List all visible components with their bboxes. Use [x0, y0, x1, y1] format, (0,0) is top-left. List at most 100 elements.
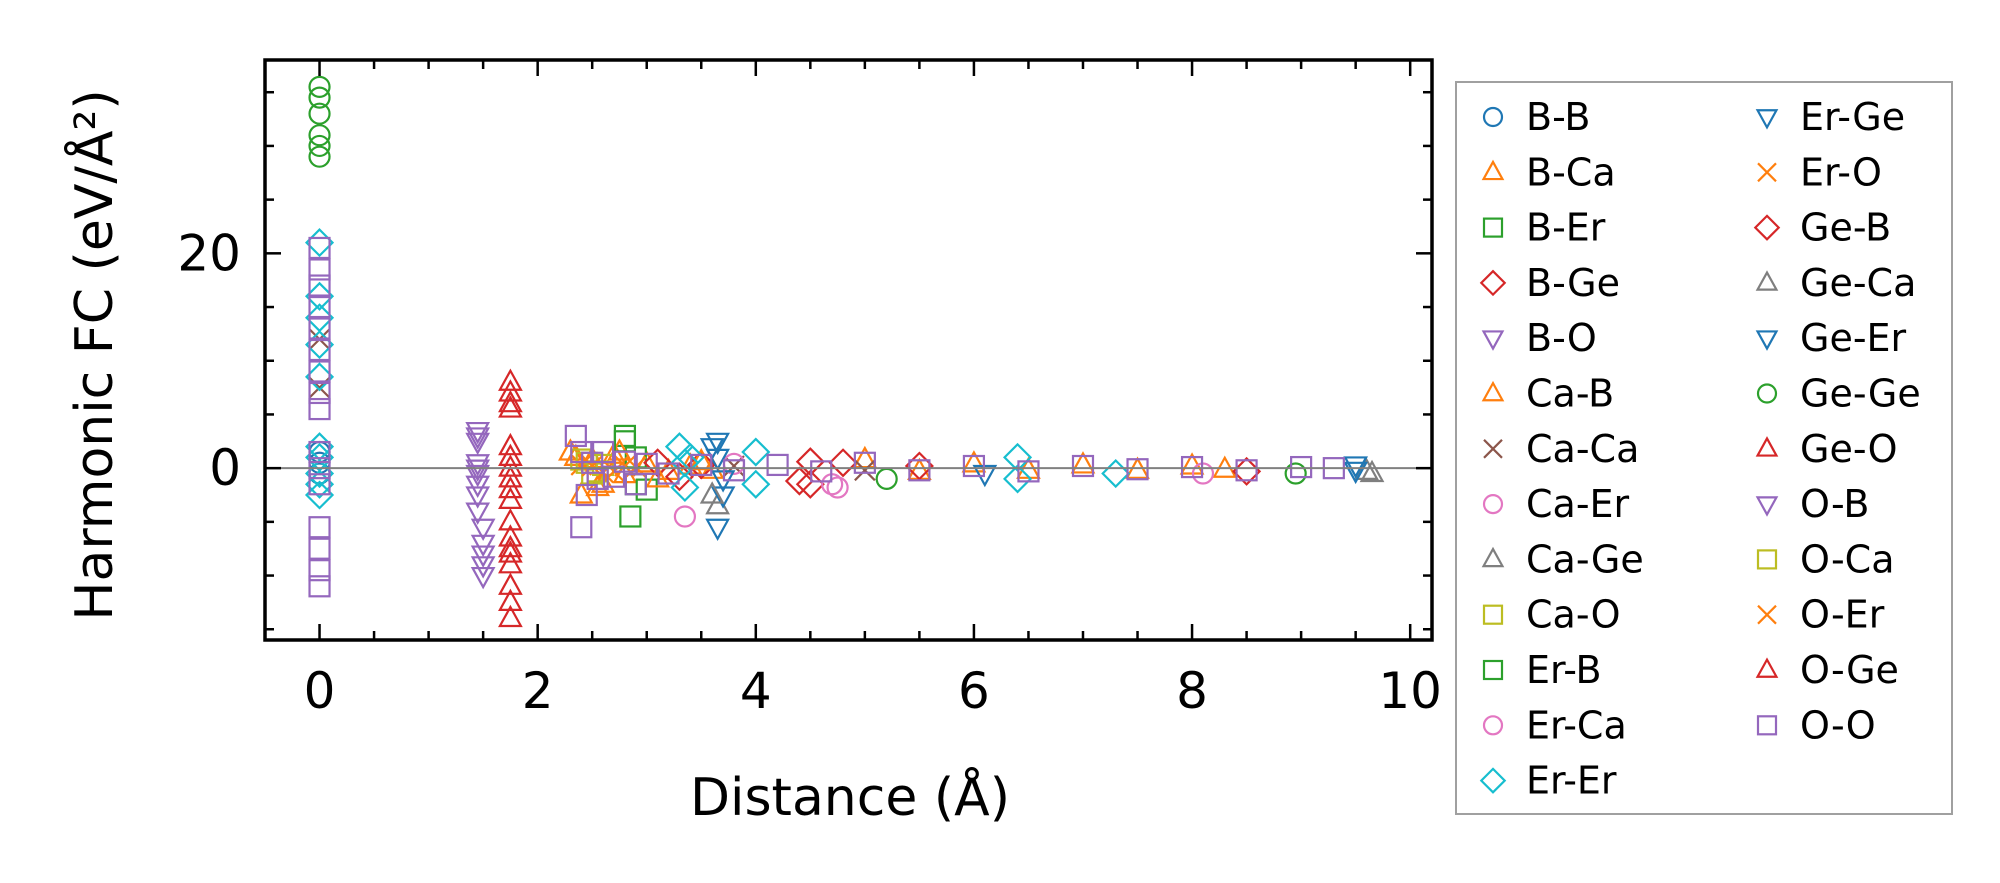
data-point [1343, 456, 1369, 479]
data-point [853, 451, 876, 474]
legend-label: B-O [1526, 316, 1597, 360]
legend-item: B-Ge [1479, 261, 1620, 305]
data-point [592, 440, 615, 464]
data-point [498, 524, 523, 547]
data-point [498, 379, 523, 402]
data-point [308, 537, 331, 560]
legend-label: O-Ge [1800, 648, 1899, 692]
legend-item: O-O [1756, 703, 1876, 747]
data-point [828, 448, 858, 478]
legend-item: Ge-Ca [1755, 261, 1916, 305]
y-tick-label: 20 [177, 224, 241, 282]
legend-label: Er-Ca [1526, 703, 1627, 747]
legend-marker [1482, 604, 1504, 625]
legend-label: Ge-Ca [1800, 261, 1916, 305]
data-point [465, 459, 491, 482]
data-point [705, 491, 730, 515]
legend-item: Ge-B [1753, 206, 1891, 250]
data-point [465, 502, 491, 525]
legend-marker [1482, 217, 1504, 238]
legend-marker [1482, 106, 1504, 128]
data-points-layer [304, 75, 1385, 628]
legend-item: Ca-Ge [1481, 537, 1644, 581]
legend-marker [1479, 269, 1507, 297]
data-point [308, 381, 331, 405]
data-point [308, 134, 331, 158]
data-point [308, 473, 331, 496]
data-point [1002, 464, 1033, 494]
data-point [657, 462, 680, 485]
series-ca-er [673, 462, 1215, 528]
data-point [308, 124, 331, 147]
legend-item: Ge-Ge [1756, 372, 1921, 416]
legend-label: Ge-O [1800, 427, 1898, 471]
data-point [308, 295, 331, 319]
data-point [686, 450, 716, 480]
data-point [1232, 456, 1262, 486]
legend-label: Ge-Er [1800, 316, 1907, 360]
legend-label: B-B [1526, 95, 1591, 139]
data-point [795, 469, 825, 499]
data-point [498, 486, 523, 509]
data-point [465, 432, 491, 456]
data-point [498, 572, 523, 595]
data-point [465, 464, 491, 488]
series-ge-ge [308, 75, 1307, 490]
data-point [961, 450, 987, 473]
data-point [308, 397, 331, 421]
data-point [498, 368, 523, 391]
legend-item: Er-Er [1479, 759, 1617, 803]
data-point [741, 469, 771, 499]
data-point [308, 317, 331, 340]
legend-item: O-B [1755, 482, 1869, 526]
data-point [304, 480, 335, 510]
data-point [498, 454, 523, 477]
data-point [470, 566, 496, 590]
data-point [1343, 461, 1369, 485]
data-point [1284, 462, 1307, 485]
data-point [465, 427, 491, 450]
legend-item: Ca-O [1482, 593, 1621, 637]
data-point [308, 86, 331, 109]
data-point [470, 556, 496, 579]
legend-item: Ge-Er [1755, 316, 1907, 360]
x-tick-label: 8 [1176, 662, 1208, 720]
data-point [710, 486, 736, 509]
data-point [613, 450, 637, 473]
legend-marker [1757, 604, 1777, 625]
legend-label: Er-B [1526, 648, 1602, 692]
legend-item: Ca-Er [1482, 482, 1630, 526]
legend-label: B-Er [1526, 206, 1606, 250]
legend-item: Ca-Ca [1483, 427, 1639, 471]
legend-marker [1482, 659, 1504, 681]
data-point [308, 75, 331, 98]
x-tick-label: 6 [958, 662, 990, 720]
data-point [826, 476, 849, 499]
legend-label: Er-O [1800, 150, 1882, 194]
legend-item: O-Ca [1756, 537, 1895, 581]
data-point [1071, 454, 1095, 478]
data-point [304, 362, 335, 392]
x-axis-label: Distance (Å) [690, 766, 1010, 828]
data-point [875, 467, 898, 490]
data-point [498, 465, 523, 488]
data-point [308, 258, 331, 281]
legend-label: O-B [1800, 482, 1869, 526]
data-point [908, 459, 931, 482]
data-point [498, 389, 523, 413]
legend-label: Ca-Ca [1526, 427, 1639, 471]
data-point [308, 236, 331, 260]
legend-marker [1756, 549, 1778, 570]
data-point [1235, 459, 1258, 482]
data-point [304, 458, 335, 489]
data-point [465, 475, 491, 499]
data-point [1359, 459, 1385, 483]
data-point [705, 432, 730, 456]
legend-marker [1755, 109, 1779, 130]
data-point [470, 518, 496, 541]
legend-item: Ge-O [1755, 427, 1898, 471]
legend-marker [1755, 436, 1779, 457]
data-point [498, 432, 523, 456]
data-point [673, 505, 697, 528]
